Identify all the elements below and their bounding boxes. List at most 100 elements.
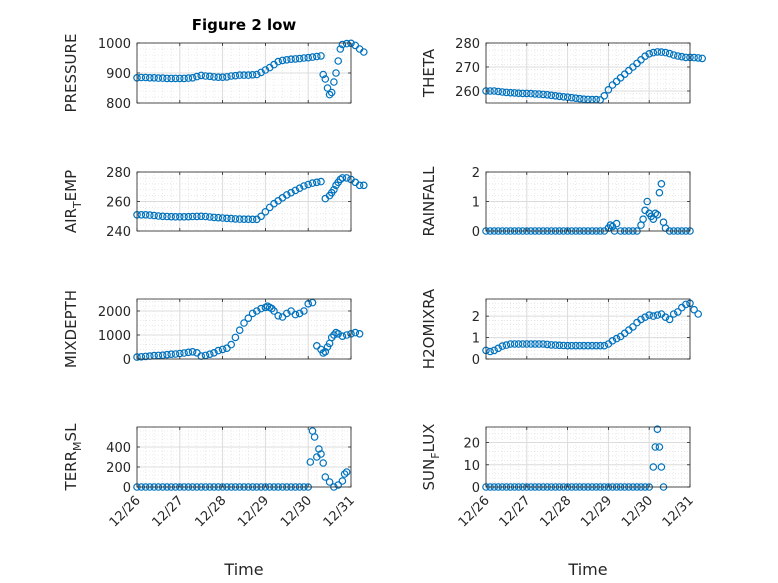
y-tick-label: 0 [472,225,480,240]
y-axis-label: PRESSURE [62,34,80,113]
data-point [235,326,244,335]
data-point [137,73,146,82]
data-point [323,84,332,92]
data-point [510,340,519,348]
data-point [535,90,543,98]
data-point [295,184,304,193]
data-point [304,53,313,62]
data-point [214,346,223,355]
data-point [330,331,338,339]
data-point [514,89,523,98]
data-point [551,92,560,100]
data-point [592,341,601,350]
data-point [567,93,576,102]
data-point [653,211,662,219]
data-point [171,213,180,221]
data-point [227,340,236,349]
data-point [502,88,511,97]
data-point [188,74,197,82]
data-point [270,307,278,315]
data-point [141,352,150,361]
data-point [210,73,218,81]
data-point [306,458,315,466]
data-point [612,334,621,343]
data-point [653,311,662,319]
panel-2: 260 270 280 THETA [420,37,707,104]
data-point [334,57,343,65]
axes-box [485,298,691,360]
data-point [141,211,150,219]
data-point [655,188,664,197]
data-point [201,351,210,360]
data-point [235,71,244,79]
data-point [304,180,313,189]
data-point [325,90,334,99]
y-tick-label: 0 [472,353,480,368]
data-point [257,68,265,77]
panel-4: 0 1 2 RAINFALL [420,166,694,240]
data-point [555,92,564,101]
y-tick-label: 2 [472,310,480,325]
data-point [227,72,236,80]
data-point [682,53,690,62]
data-point [645,311,654,319]
data-point [180,74,188,83]
data-point [494,344,503,353]
data-point [201,72,210,80]
data-point [252,307,261,315]
data-point [571,341,580,350]
data-point [527,340,535,348]
axes-box [136,298,352,360]
data-point [188,212,197,221]
data-point [319,459,328,467]
data-point [494,87,503,96]
y-axis-label: H2OMIXRA [420,288,438,369]
data-point [547,341,556,349]
data-point [608,336,617,345]
data-point [184,348,193,357]
data-point [261,208,270,216]
data-point [555,341,564,350]
y-axis-label: SUNFLUX [420,424,442,491]
data-point [282,191,291,199]
y-axis-label: MIXDEPTH [62,290,80,368]
data-point [522,340,531,348]
data-point [600,92,609,100]
data-point [342,39,351,48]
y-tick-label: 0 [123,481,131,496]
axes-box [136,426,352,488]
y-tick-label: 1000 [98,37,131,52]
data-point [673,52,682,60]
y-axis-label: TERRMSL [62,423,84,492]
data-point [321,347,330,356]
data-point [342,468,351,476]
data-point [171,350,180,358]
data-point [694,310,703,318]
data-point [291,186,300,195]
data-point [308,53,317,61]
chart-title: Figure 2 low [192,16,297,34]
data-point [150,211,158,220]
data-point [539,90,547,99]
y-tick-label: 900 [106,67,131,82]
data-point [231,215,240,223]
data-point [321,473,330,481]
data-point [214,213,223,222]
y-tick-label: 1000 [98,329,131,344]
data-point [227,214,236,223]
data-point [653,48,662,56]
y-tick-label: 260 [106,196,131,211]
data-point [291,310,300,319]
x-axis-label: Time [567,560,607,579]
panel-5: 0 1000 2000 MIXDEPTH [62,290,364,368]
y-tick-label: 280 [455,37,480,52]
data-point [218,345,227,354]
data-point [158,351,167,360]
data-point [359,181,368,190]
data-point [167,350,176,359]
data-point [248,71,257,79]
data-point [257,304,265,313]
data-point [690,305,698,314]
y-tick-label: 0 [123,353,131,368]
